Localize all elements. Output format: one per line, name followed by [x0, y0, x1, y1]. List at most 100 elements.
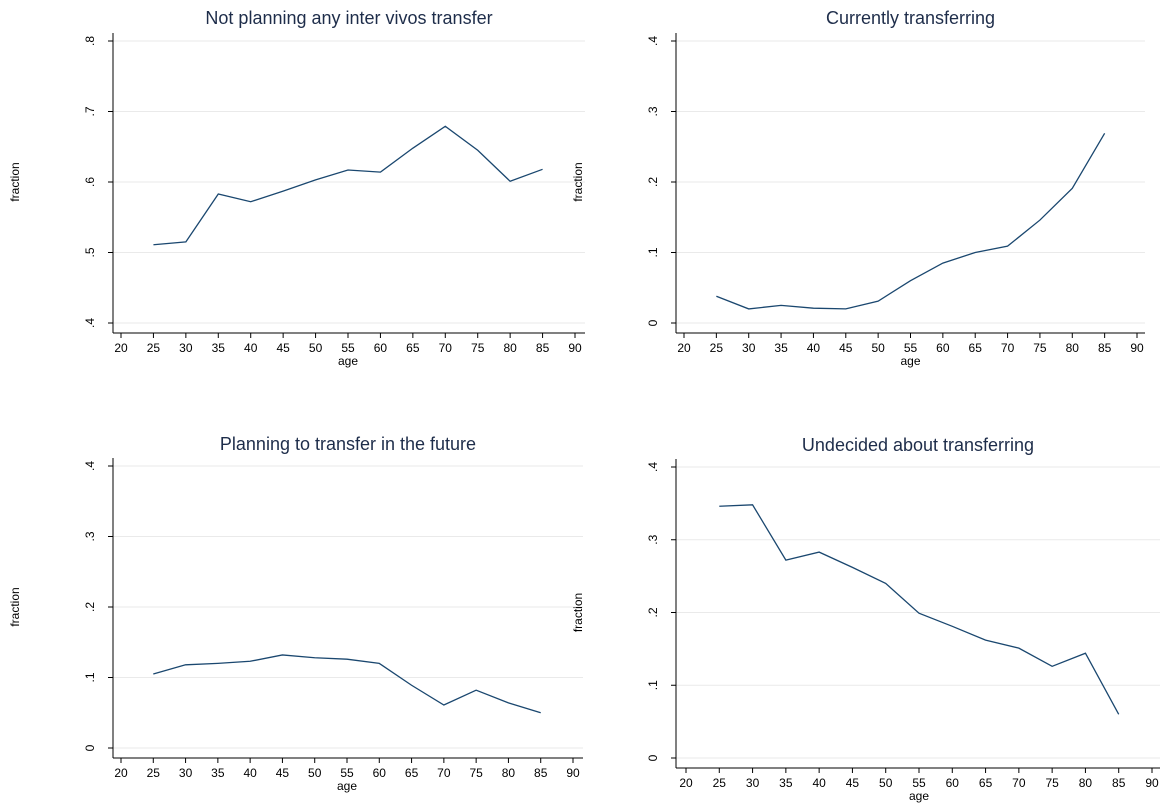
x-tick-label: 20 — [114, 766, 128, 780]
x-tick-label: 40 — [807, 341, 821, 355]
y-tick-label: 0 — [83, 744, 97, 751]
x-tick-label: 20 — [679, 776, 693, 790]
x-tick-label: 45 — [846, 776, 860, 790]
y-axis-label: fraction — [8, 587, 22, 626]
y-tick-label: .3 — [83, 531, 97, 541]
panel-title: Planning to transfer in the future — [220, 434, 476, 454]
y-tick-label: .5 — [83, 247, 97, 257]
x-tick-label: 35 — [211, 766, 225, 780]
x-tick-label: 75 — [471, 341, 485, 355]
x-tick-label: 25 — [147, 766, 161, 780]
x-tick-label: 45 — [276, 341, 290, 355]
y-tick-label: .2 — [646, 177, 660, 187]
x-tick-label: 75 — [1045, 776, 1059, 790]
x-tick-label: 25 — [710, 341, 724, 355]
x-tick-label: 30 — [179, 766, 193, 780]
y-tick-label: .3 — [646, 534, 660, 544]
y-tick-label: .1 — [646, 247, 660, 257]
y-tick-label: .7 — [83, 106, 97, 116]
x-tick-label: 35 — [212, 341, 226, 355]
data-line — [153, 654, 541, 714]
x-tick-label: 80 — [503, 341, 517, 355]
x-axis-label: age — [338, 354, 358, 368]
y-tick-label: .2 — [646, 607, 660, 617]
x-tick-label: 55 — [340, 766, 354, 780]
x-tick-label: 25 — [147, 341, 161, 355]
y-axis-label: fraction — [571, 593, 585, 632]
x-tick-label: 85 — [534, 766, 548, 780]
x-axis-label: age — [909, 789, 929, 803]
x-tick-label: 70 — [439, 341, 453, 355]
x-tick-label: 60 — [374, 341, 388, 355]
y-axis-label: fraction — [8, 162, 22, 201]
x-tick-label: 65 — [979, 776, 993, 790]
x-tick-label: 70 — [437, 766, 451, 780]
x-tick-label: 20 — [114, 341, 128, 355]
x-axis-label: age — [900, 354, 920, 368]
y-tick-label: 0 — [646, 754, 660, 761]
x-tick-label: 30 — [742, 341, 756, 355]
x-tick-label: 65 — [969, 341, 983, 355]
x-tick-label: 70 — [1012, 776, 1026, 790]
x-tick-label: 55 — [912, 776, 926, 790]
y-tick-label: 0 — [646, 319, 660, 326]
x-tick-label: 90 — [1145, 776, 1159, 790]
panel-title: Undecided about transferring — [802, 435, 1034, 455]
y-axis-label: fraction — [571, 162, 585, 201]
y-tick-label: .1 — [83, 672, 97, 682]
panel: Planning to transfer in the future 0 .1 .2.… — [8, 434, 583, 793]
x-tick-label: 30 — [179, 341, 193, 355]
x-tick-label: 80 — [1066, 341, 1080, 355]
x-tick-label: 20 — [677, 341, 691, 355]
x-tick-label: 25 — [713, 776, 727, 790]
x-tick-label: 55 — [341, 341, 355, 355]
x-tick-label: 75 — [1033, 341, 1047, 355]
x-tick-label: 45 — [276, 766, 290, 780]
x-tick-label: 35 — [774, 341, 788, 355]
x-tick-label: 65 — [405, 766, 419, 780]
x-tick-label: 60 — [936, 341, 950, 355]
x-tick-label: 85 — [1112, 776, 1126, 790]
x-tick-label: 70 — [1001, 341, 1015, 355]
data-line — [719, 504, 1120, 715]
panel-title: Not planning any inter vivos transfer — [205, 8, 492, 28]
x-tick-label: 90 — [566, 766, 580, 780]
panel: Not planning any inter vivos transfer .4.… — [8, 8, 585, 368]
x-tick-label: 80 — [502, 766, 516, 780]
panel: Undecided about transferring 0 .1 .2 .3 .4 20 2… — [571, 435, 1160, 803]
x-tick-label: 60 — [373, 766, 387, 780]
data-line — [153, 125, 543, 246]
y-tick-label: .4 — [646, 36, 660, 46]
x-tick-label: 50 — [308, 766, 322, 780]
y-tick-label: .4 — [83, 318, 97, 328]
x-tick-label: 60 — [946, 776, 960, 790]
y-tick-label: .1 — [646, 680, 660, 690]
x-axis-label: age — [337, 779, 357, 793]
x-tick-label: 50 — [309, 341, 323, 355]
x-tick-label: 50 — [871, 341, 885, 355]
y-tick-label: .4 — [646, 462, 660, 472]
x-tick-label: 50 — [879, 776, 893, 790]
x-tick-label: 35 — [779, 776, 793, 790]
x-tick-label: 40 — [243, 766, 257, 780]
x-tick-label: 90 — [568, 341, 582, 355]
x-tick-label: 40 — [812, 776, 826, 790]
y-tick-label: .2 — [83, 602, 97, 612]
x-tick-label: 30 — [746, 776, 760, 790]
x-tick-label: 75 — [469, 766, 483, 780]
y-tick-label: .6 — [83, 177, 97, 187]
x-tick-label: 65 — [406, 341, 420, 355]
panel: Currently transferring 0 .1 .2 .3 .4 20 25 30 35 4… — [571, 8, 1145, 368]
x-tick-label: 85 — [536, 341, 550, 355]
x-tick-label: 90 — [1130, 341, 1144, 355]
x-tick-label: 45 — [839, 341, 853, 355]
y-tick-label: .8 — [83, 36, 97, 46]
y-tick-label: .4 — [83, 461, 97, 471]
y-tick-label: .3 — [646, 106, 660, 116]
panel-title: Currently transferring — [826, 8, 995, 28]
x-tick-label: 80 — [1079, 776, 1093, 790]
x-tick-label: 85 — [1098, 341, 1112, 355]
x-tick-label: 55 — [904, 341, 918, 355]
data-line — [716, 133, 1106, 310]
